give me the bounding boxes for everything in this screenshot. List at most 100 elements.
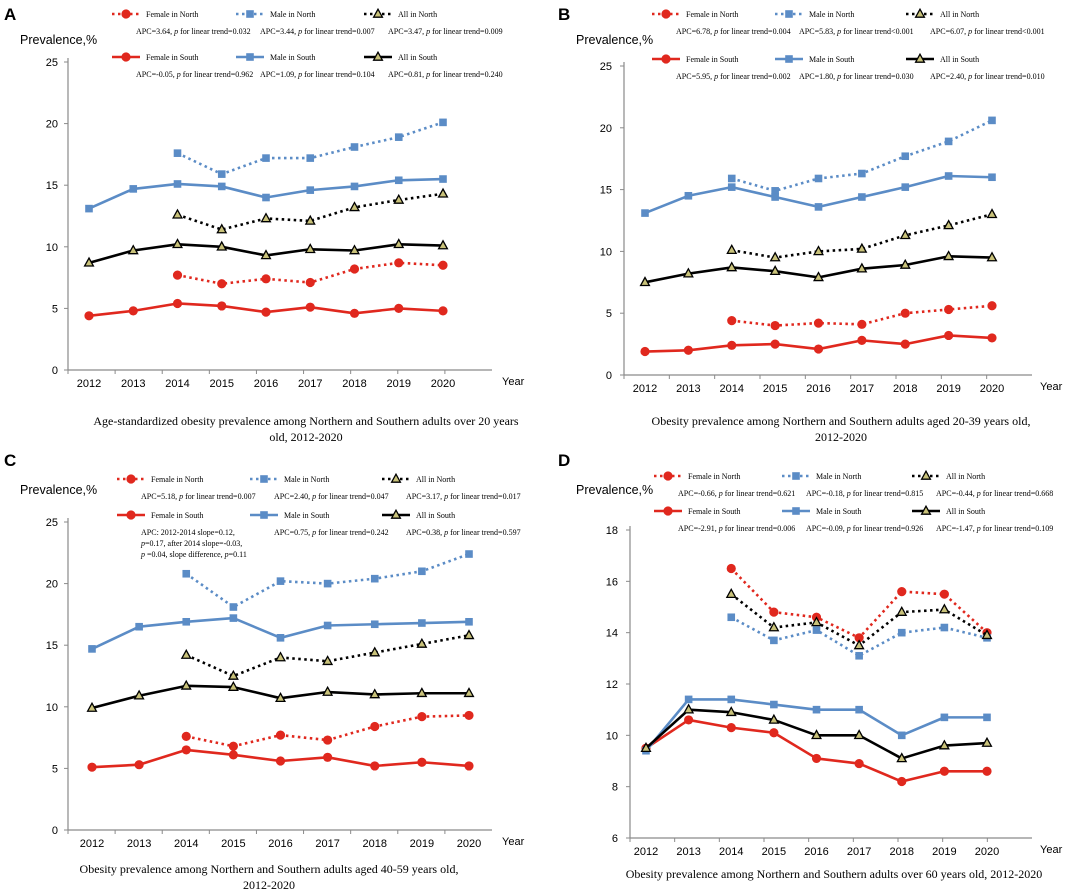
panel-a-point-male-in-north: [306, 154, 315, 162]
panel-c-point-male-in-north: [370, 574, 379, 583]
panel-b-point-all-in-north: [943, 219, 955, 230]
panel-b-legend-marker-female-in-north: [661, 9, 671, 19]
panel-c-point-female-in-north: [275, 730, 286, 740]
panel-a-point-all-in-south: [83, 256, 95, 267]
panel-c-legend-marker-female-in-south: [126, 510, 136, 520]
panel-d: D Prevalence,% 6 8 10 12 14 16 18 2012 2013 2014 201…: [558, 451, 1063, 881]
panel-d-apc-all-in-south: APC=-1.47, p for linear trend=0.109: [936, 524, 1053, 533]
panel-b-point-female-in-north: [813, 318, 824, 328]
panel-c-legend-label-female-in-south: Female in South: [151, 511, 203, 520]
panel-b-point-all-in-south: [856, 262, 868, 273]
panel-b-point-male-in-south: [814, 203, 823, 211]
panel-a-point-all-in-north: [172, 208, 183, 219]
panel-c-legend-label-all-in-south: All in South: [416, 511, 455, 520]
panel-d-point-all-in-south: [938, 739, 950, 750]
panel-a-point-female-in-north: [394, 258, 404, 268]
panel-d-series-female-in-south: [641, 715, 992, 787]
panel-b-legend-marker-female-in-south: [661, 54, 671, 64]
panel-a-legend-male-in-north: Male in North APC=3.44, p for linear tren…: [236, 10, 375, 36]
panel-b-point-all-in-south: [986, 251, 998, 262]
panel-b-x-tick-label: 2018: [893, 383, 917, 395]
panel-a-point-all-in-south: [393, 238, 405, 249]
panel-c-apc-female-in-north: APC=5.18, p for linear trend=0.007: [141, 492, 256, 501]
panel-d-x-tick-label: 2012: [634, 846, 658, 858]
panel-d-y-tick-label: 8: [612, 782, 618, 794]
panel-d-y-tick-label: 14: [606, 628, 618, 640]
panel-d-x-tick-label: 2019: [932, 846, 956, 858]
panel-d-point-male-in-north: [770, 636, 778, 645]
panel-d-point-all-in-north: [938, 603, 950, 614]
panel-a-point-male-in-north: [350, 143, 359, 151]
panel-d-point-all-in-north: [981, 629, 993, 640]
panel-c-point-male-in-south: [418, 619, 426, 627]
panel-a-point-male-in-south: [173, 180, 182, 188]
panel-c-point-male-in-south: [276, 634, 285, 642]
panel-d-legend-label-male-in-south: Male in South: [816, 507, 861, 516]
panel-d-point-female-in-south: [854, 758, 864, 769]
panel-a-legend-marker-female-in-south: [121, 52, 131, 62]
panel-a-y-axis-label: Prevalence,%: [20, 33, 97, 47]
panel-a-point-male-in-north: [394, 133, 403, 141]
panel-d-point-female-in-north: [897, 586, 907, 597]
panel-b-x-axis-label: Year: [1040, 381, 1063, 393]
panel-c-point-all-in-north: [180, 648, 192, 659]
panel-a-point-all-in-south: [349, 244, 360, 255]
panel-d-y-tick-label: 10: [606, 730, 618, 742]
panel-d-point-male-in-north: [727, 613, 736, 622]
panel-c-y-tick-label: 0: [52, 825, 58, 837]
panel-c-point-female-in-north: [228, 741, 238, 751]
panel-d-x-axis-label: Year: [1040, 844, 1063, 856]
panel-a-point-female-in-north: [261, 274, 271, 284]
panel-d-point-female-in-south: [939, 766, 949, 776]
panel-a-point-male-in-north: [217, 170, 226, 178]
panel-b-y-tick-label: 10: [600, 246, 612, 258]
panel-a-y-tick-label: 25: [46, 57, 58, 69]
panel-c-legend-marker-all-in-south: [390, 508, 402, 519]
panel-a-point-male-in-north: [262, 154, 270, 162]
panel-c-y-tick-label: 10: [46, 702, 58, 714]
panel-a: A Prevalence,% 0 5 10 15 20 25 2012 2013 2014 2015 2…: [4, 5, 525, 444]
panel-d-line-female-in-south: [645, 718, 987, 783]
panel-d-point-female-in-north: [726, 563, 736, 574]
panel-a-series-female-in-south: [84, 298, 448, 321]
panel-b-point-female-in-north: [900, 308, 910, 318]
panel-d-point-all-in-south: [768, 713, 780, 724]
panel-d-legend-marker-female-in-north: [663, 471, 673, 481]
panel-d-point-male-in-south: [770, 700, 778, 709]
panel-d-point-female-in-south: [684, 715, 694, 725]
panel-d-series-all-in-north: [725, 588, 993, 650]
panel-a-legend-marker-male-in-north: [246, 10, 254, 18]
panel-d-apc-male-in-north: APC=-0.18, p for linear trend=0.815: [806, 489, 923, 498]
panel-c-point-all-in-north: [322, 655, 334, 666]
panel-a-apc-male-in-south: APC=1.09, p for linear trend=0.104: [260, 70, 375, 79]
panel-b-apc-all-in-north: APC=6.07, p for linear trend<0.001: [930, 27, 1045, 36]
panel-b-x-tick-label: 2012: [633, 383, 657, 395]
panel-d-point-male-in-south: [940, 713, 949, 722]
panel-b-series-male-in-south: [641, 172, 996, 217]
panel-b-legend-marker-male-in-north: [785, 10, 793, 18]
panel-b-legend-label-male-in-south: Male in South: [809, 55, 854, 64]
panel-d-point-male-in-north: [855, 651, 863, 660]
panel-b-point-female-in-north: [857, 319, 867, 329]
panel-a-point-female-in-south: [128, 306, 138, 316]
panel-b-y-tick-label: 15: [600, 185, 612, 197]
panel-a-legend-marker-male-in-south: [246, 53, 254, 61]
panel-d-point-all-in-south: [683, 703, 695, 714]
panel-b-y-tick-label: 25: [600, 61, 612, 73]
panel-d-point-female-in-north: [769, 607, 779, 617]
panel-a-point-female-in-south: [394, 303, 404, 313]
panel-a-x-tick-label: 2016: [254, 378, 278, 390]
panel-b-y-axis-label: Prevalence,%: [576, 33, 653, 47]
panel-b-point-female-in-south: [683, 345, 693, 355]
panel-a-point-male-in-north: [173, 149, 182, 157]
panel-a-point-all-in-south: [437, 239, 449, 250]
panel-c-x-tick-label: 2018: [363, 838, 387, 850]
panel-c-point-female-in-south: [228, 750, 238, 760]
panel-c-series-female-in-north: [181, 710, 474, 751]
panel-d-point-male-in-south: [983, 713, 991, 722]
panel-b-legend-label-female-in-north: Female in North: [686, 10, 738, 19]
panel-b-point-all-in-north: [986, 208, 998, 219]
panel-c-point-male-in-south: [229, 614, 238, 622]
panel-c-apc-female-in-south-line: p=0.17, after 2014 slope=-0.03,: [140, 539, 242, 548]
panel-a-x-tick-label: 2015: [210, 378, 234, 390]
